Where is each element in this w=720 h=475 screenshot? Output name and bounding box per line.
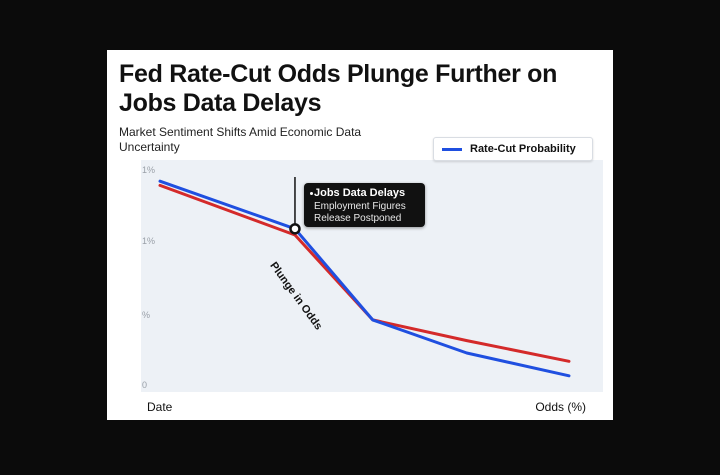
callout-text: Release Postponed xyxy=(314,213,402,224)
y-tick-label: 0 xyxy=(142,380,148,390)
bullet-icon xyxy=(310,192,313,195)
callout-title: Jobs Data Delays xyxy=(314,187,406,199)
chart-subtitle: Market Sentiment Shifts Amid Economic Da… xyxy=(119,125,362,154)
x-axis-label-right: Odds (%) xyxy=(535,400,586,414)
callout-text: Employment Figures xyxy=(314,201,406,212)
legend-swatch xyxy=(442,147,462,151)
line-chart-svg xyxy=(158,177,571,378)
chart-card: Fed Rate-Cut Odds Plunge Further on Jobs… xyxy=(107,50,613,420)
annotation-callout: Jobs Data Delays Employment Figures Rele… xyxy=(304,183,425,227)
chart-title: Fed Rate-Cut Odds Plunge Further on Jobs… xyxy=(119,60,558,117)
y-tick-label: 1% xyxy=(142,236,156,246)
series-line-blue xyxy=(158,179,571,378)
y-tick-label: 1% xyxy=(142,165,156,175)
x-axis-label-left: Date xyxy=(147,400,173,414)
legend-label: Rate-Cut Probability xyxy=(470,143,576,155)
legend: Rate-Cut Probability xyxy=(433,137,593,161)
data-point-marker xyxy=(289,223,301,235)
y-tick-label: % xyxy=(142,310,151,320)
